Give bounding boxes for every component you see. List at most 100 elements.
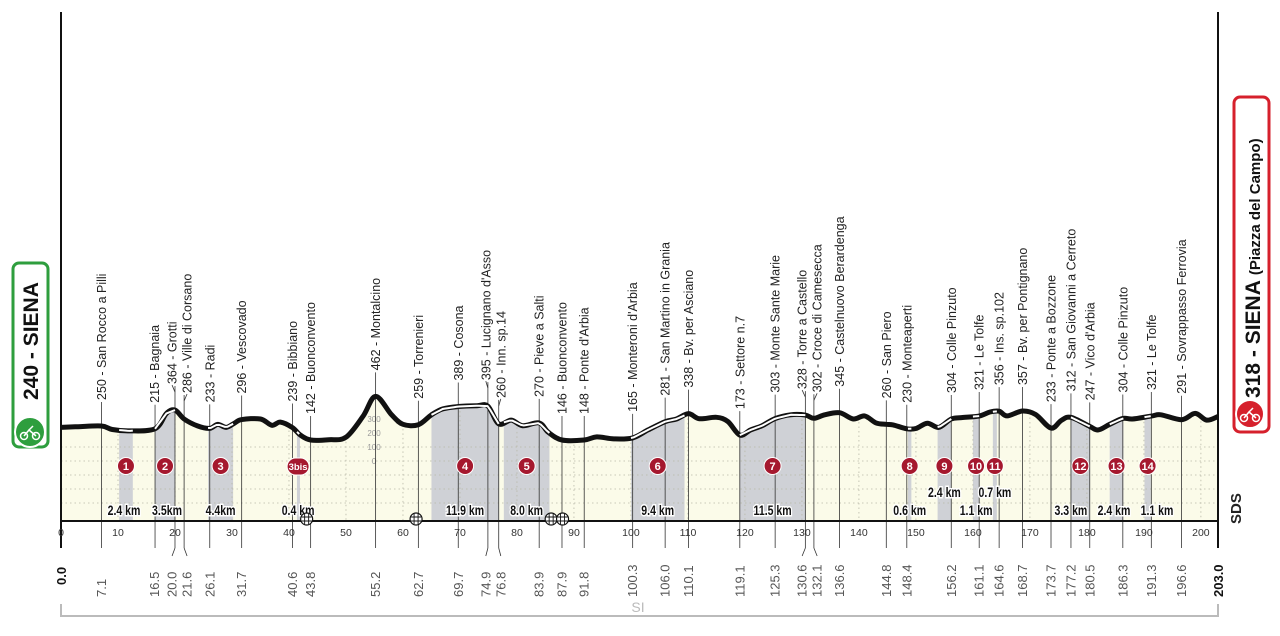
sector-gravel-line xyxy=(1070,416,1091,428)
location-label: 462 - Montalcino xyxy=(369,278,383,370)
location-leader xyxy=(485,381,489,389)
marker-circle xyxy=(409,512,423,526)
km-label: 43.8 xyxy=(303,572,318,597)
km-label: 91.8 xyxy=(577,572,592,597)
x-tick-label: 10 xyxy=(112,527,124,539)
sector-10: 10 1.1 km xyxy=(958,457,994,520)
km-label: 136.6 xyxy=(832,564,847,597)
sector-band xyxy=(1109,396,1124,521)
sector-5: 5 8.0 km xyxy=(509,457,544,520)
location-label: 345 - Castelnuovo Berardenga xyxy=(833,216,847,386)
circle-grid-icon xyxy=(300,512,314,526)
sector-badge xyxy=(648,457,667,475)
x-tick-label: 190 xyxy=(1135,527,1153,539)
sector-length: 3.5km xyxy=(152,503,182,518)
km-label: 144.8 xyxy=(879,564,894,597)
sector-gravel-line xyxy=(972,415,980,418)
sector-number: 14 xyxy=(1141,461,1154,473)
km-label: 148.4 xyxy=(899,564,914,597)
location-label: 321 - Le Tolfe xyxy=(1145,314,1159,390)
location-label: 146 - Buonconvento xyxy=(555,302,569,414)
location-label: 304 - Colle Pinzuto xyxy=(945,287,959,393)
x-tick-label: 0 xyxy=(58,527,64,539)
km-leader xyxy=(183,547,188,557)
km-leader xyxy=(171,547,176,557)
sector-9: 9 2.4 km xyxy=(927,457,962,502)
sector-gravel-line xyxy=(119,429,133,432)
km-label: 156.2 xyxy=(944,564,959,597)
sector-number: 3 xyxy=(218,461,224,473)
km-label: 40.6 xyxy=(285,572,300,597)
sector-band xyxy=(431,396,499,521)
sector-4: 4 11.9 km xyxy=(445,457,486,520)
x-tick-label: 60 xyxy=(397,527,409,539)
elevation-tick-label: 0 xyxy=(372,457,377,466)
x-tick-label: 150 xyxy=(907,527,925,539)
location-label: 259 - Torrenieri xyxy=(412,315,426,399)
finish-badge: 318 - SIENA(Piazza del Campo) xyxy=(1232,95,1271,434)
location-label: 247 - Vico d'Arbia xyxy=(1083,302,1097,400)
sector-band xyxy=(1144,396,1151,521)
sector-gravel-line xyxy=(207,422,234,430)
sds-logo: SDS xyxy=(1228,493,1245,524)
sector-length: 4.4km xyxy=(206,503,236,518)
sector-badge xyxy=(763,457,782,475)
sector-badge xyxy=(156,457,175,475)
location-leader xyxy=(813,393,818,401)
circle-grid-icon xyxy=(544,512,558,526)
sector-badge xyxy=(456,457,475,475)
location-label: 364 - Grotti xyxy=(166,322,180,385)
marker-grid xyxy=(301,514,312,524)
start-badge: 240 - SIENA xyxy=(11,261,50,449)
location-label: 142 - Buonconvento xyxy=(304,302,318,414)
km-leader xyxy=(801,547,806,557)
location-label: 233 - Ponte a Bozzone xyxy=(1045,275,1059,402)
sector-length: 1.1 km xyxy=(960,503,993,518)
sector-band xyxy=(739,396,806,521)
km-label: 168.7 xyxy=(1015,564,1030,597)
sector-number: 8 xyxy=(907,461,913,473)
km-label: 20.0 xyxy=(165,572,180,597)
km-label: 87.9 xyxy=(554,572,569,597)
location-label: 148 - Ponte d'Arbia xyxy=(578,307,592,414)
marker-circle xyxy=(300,512,314,526)
km-label: 132.1 xyxy=(810,564,825,597)
sector-badge xyxy=(116,457,135,475)
marker-grid xyxy=(546,514,557,524)
km-label: 106.0 xyxy=(658,564,673,597)
sector-badge xyxy=(967,457,986,475)
finish-label: 318 - SIENA(Piazza del Campo) xyxy=(1242,138,1265,398)
km-label: 26.1 xyxy=(202,572,217,597)
km-label: 76.8 xyxy=(493,572,508,597)
location-label: 260 - Inn. sp.14 xyxy=(494,311,508,398)
km-label: 191.3 xyxy=(1144,564,1159,597)
location-label: 303 - Monte Sante Marie xyxy=(769,255,783,393)
location-label: 302 - Croce di Camesecca xyxy=(811,244,825,392)
km-label: 177.2 xyxy=(1063,564,1078,597)
sector-length: 11.5 km xyxy=(754,503,792,518)
x-tick-label: 130 xyxy=(793,527,811,539)
region-bracket: SI xyxy=(60,599,1219,617)
sector-length: 0.7 km xyxy=(979,485,1012,500)
sector-badge xyxy=(900,457,919,475)
km-label: 16.5 xyxy=(147,572,162,597)
location-label: 239 - Bibbiano xyxy=(286,321,300,402)
location-leader xyxy=(183,393,188,402)
km-label: 74.9 xyxy=(478,572,493,597)
location-label: 338 - Bv. per Asciano xyxy=(682,270,696,388)
location-label: 215 - Bagnaia xyxy=(148,325,162,403)
km-label: 21.6 xyxy=(180,572,195,597)
sector-gravel-line xyxy=(503,419,551,434)
start-label: 240 - SIENA xyxy=(20,282,43,400)
x-tick-label: 80 xyxy=(511,527,523,539)
marker-grid xyxy=(411,514,422,524)
sector-12: 12 3.3 km xyxy=(1053,457,1090,520)
x-tick-label: 20 xyxy=(169,527,181,539)
location-label: 173 - Settore n.7 xyxy=(733,316,747,409)
location-label: 357 - Bv. per Pontignano xyxy=(1016,248,1030,385)
location-label: 250 - San Rocco a Pilli xyxy=(95,274,109,400)
circle-grid-icon xyxy=(555,512,570,526)
location-label: 395 - Lucignano d'Asso xyxy=(479,250,493,380)
elevation-tick-label: 200 xyxy=(367,429,381,438)
